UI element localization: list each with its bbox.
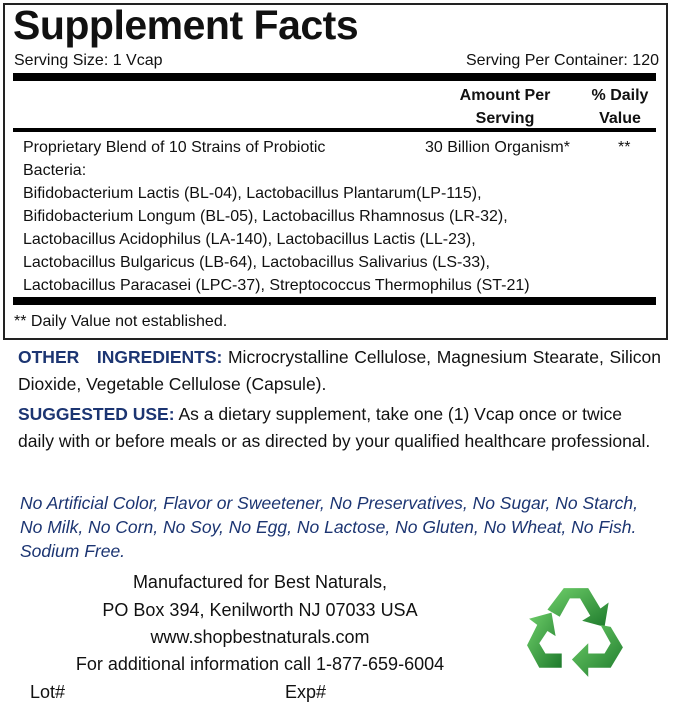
free-from-statement: No Artificial Color, Flavor or Sweetener…	[20, 493, 638, 561]
blend-line: Proprietary Blend of 10 Strains of Probi…	[23, 139, 326, 156]
suggested-use: SUGGESTED USE: As a dietary supplement, …	[18, 401, 661, 455]
manufacturer-address: PO Box 394, Kenilworth NJ 07033 USA	[102, 600, 418, 620]
blend-line: Lactobacillus Paracasei (LPC-37), Strept…	[23, 277, 530, 294]
footnote: ** Daily Value not established.	[14, 313, 228, 330]
blend-line: Lactobacillus Bulgaricus (LB-64), Lactob…	[23, 254, 490, 271]
supplement-facts-panel	[3, 3, 668, 340]
blend-line: Bifidobacterium Longum (BL-05), Lactobac…	[23, 208, 508, 225]
blend-line: Bacteria:	[23, 162, 87, 179]
manufacturer-website: www.shopbestnaturals.com	[150, 627, 370, 647]
other-ingredients-label: OTHER INGREDIENTS:	[18, 347, 223, 367]
blend-line: Bifidobacterium Lactis (BL-04), Lactobac…	[23, 185, 482, 202]
other-ingredients: OTHER INGREDIENTS: Microcrystalline Cell…	[18, 344, 661, 398]
divider-thick	[13, 297, 656, 305]
amount-header-line: Serving	[475, 110, 535, 127]
daily-header-line: % Daily	[591, 87, 649, 104]
divider	[13, 128, 656, 132]
manufacturer-line: Manufactured for Best Naturals,	[132, 572, 388, 592]
amount-header-line: Amount Per	[459, 87, 551, 104]
phone-line: For additional information call 1-877-65…	[75, 654, 445, 674]
daily-header-line: Value	[599, 110, 641, 127]
divider-thick	[13, 73, 656, 81]
suggested-use-text: As a dietary supplement, take one (1) Vc…	[18, 404, 651, 451]
servings-per-container: Serving Per Container: 120	[466, 52, 659, 69]
exp-label: Exp#	[285, 682, 327, 702]
daily-value-header: % Daily Value	[580, 84, 660, 130]
lot-label: Lot#	[30, 682, 66, 702]
blend-daily-value: **	[618, 139, 631, 156]
other-ingredients-text: Microcrystalline Cellulose, Magnesium St…	[18, 347, 661, 394]
recycle-icon	[527, 588, 623, 677]
blend-amount: 30 Billion Organism*	[425, 139, 570, 156]
blend-line: Lactobacillus Acidophilus (LA-140), Lact…	[23, 231, 476, 248]
suggested-use-label: SUGGESTED USE:	[18, 404, 175, 424]
serving-size: Serving Size: 1 Vcap	[14, 52, 163, 69]
amount-header: Amount Per Serving	[440, 84, 570, 130]
facts-title: Supplement Facts	[13, 2, 359, 48]
